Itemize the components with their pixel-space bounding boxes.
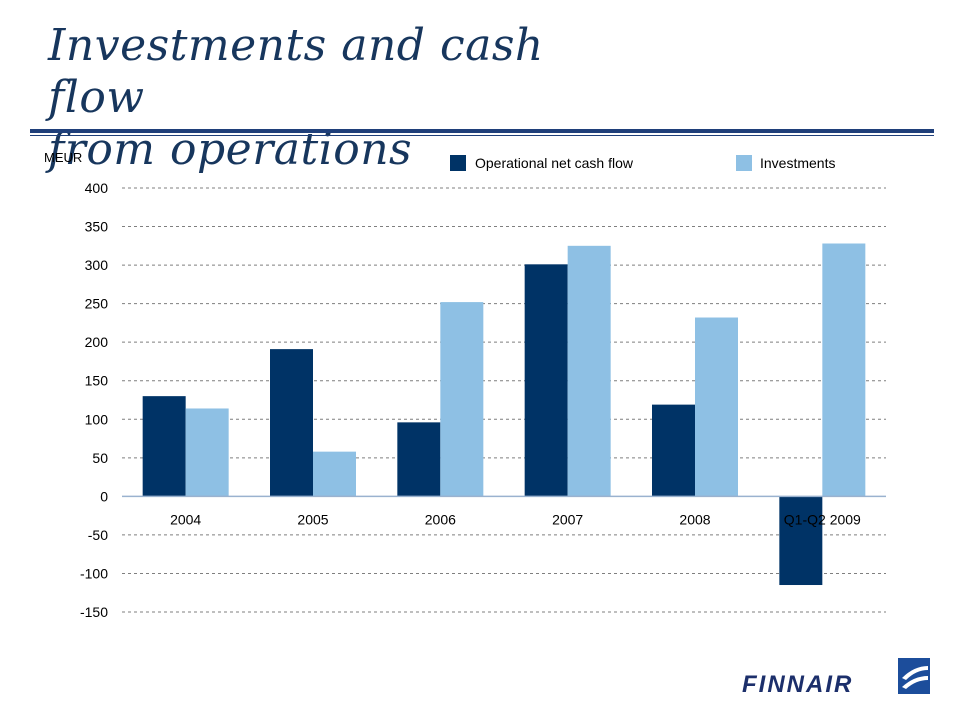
bar xyxy=(142,396,186,497)
bar xyxy=(652,404,695,497)
y-tick-label: 200 xyxy=(85,334,109,350)
y-tick-label: 250 xyxy=(85,296,109,312)
bar xyxy=(397,422,441,497)
y-tick-label: 0 xyxy=(100,488,108,504)
x-tick-label: 2007 xyxy=(552,511,583,527)
legend-swatch xyxy=(450,155,466,171)
y-tick-label: 50 xyxy=(92,450,108,466)
finnair-logo: FINNAIR xyxy=(742,658,930,696)
y-tick-label: 150 xyxy=(85,373,109,389)
legend-swatch xyxy=(736,155,752,171)
x-tick-label: Q1-Q2 2009 xyxy=(784,511,861,527)
bar xyxy=(524,264,568,497)
legend-label: Operational net cash flow xyxy=(475,155,634,171)
title-underline-thin xyxy=(30,135,934,136)
finnair-emblem-icon xyxy=(898,658,930,694)
x-tick-label: 2008 xyxy=(679,511,710,527)
y-tick-label: -50 xyxy=(88,527,108,543)
x-tick-label: 2005 xyxy=(297,511,328,527)
y-tick-label: -100 xyxy=(80,565,108,581)
legend-label: Investments xyxy=(760,155,835,171)
x-tick-label: 2006 xyxy=(425,511,456,527)
y-tick-label: 350 xyxy=(85,219,109,235)
bar xyxy=(270,349,313,497)
y-tick-label: 100 xyxy=(85,411,109,427)
title-underline-thick xyxy=(30,129,934,133)
x-tick-label: 2004 xyxy=(170,511,201,527)
slide-title-line1: Investments and cash flow xyxy=(48,20,544,123)
y-tick-label: -150 xyxy=(80,604,108,620)
y-tick-label: 400 xyxy=(85,180,109,196)
y-tick-label: 300 xyxy=(85,257,109,273)
bar xyxy=(779,496,823,586)
bar xyxy=(313,451,356,497)
bar xyxy=(185,408,229,497)
bar xyxy=(440,302,484,497)
y-axis-label: MEUR xyxy=(44,150,82,165)
bar xyxy=(822,243,866,497)
bar xyxy=(567,245,611,497)
finnair-wordmark: FINNAIR xyxy=(742,671,853,696)
bar xyxy=(695,317,738,497)
